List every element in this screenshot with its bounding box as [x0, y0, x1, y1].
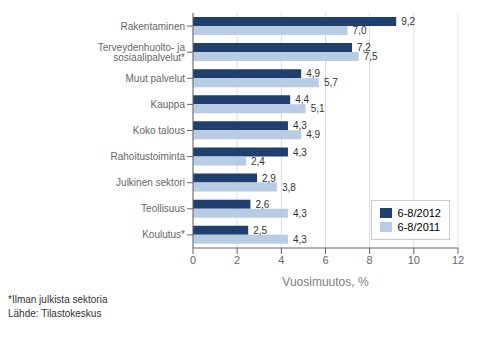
svg-text:4,3: 4,3	[293, 234, 307, 245]
svg-text:4: 4	[278, 254, 284, 266]
html-text:*Ilman julkista sektoria: *Ilman julkista sektoria	[8, 294, 108, 305]
svg-text:5,7: 5,7	[324, 77, 338, 88]
svg-text:0: 0	[190, 254, 196, 266]
svg-text:2,9: 2,9	[262, 173, 276, 184]
svg-text:2: 2	[234, 254, 240, 266]
svg-text:4,9: 4,9	[306, 68, 320, 79]
svg-text:2,6: 2,6	[255, 199, 269, 210]
svg-text:8: 8	[367, 254, 373, 266]
html-text:6-8/2012: 6-8/2012	[397, 207, 441, 219]
svg-text:2,5: 2,5	[253, 225, 267, 236]
html-text:6-8/2011: 6-8/2011	[397, 221, 441, 233]
svg-text:7,5: 7,5	[364, 51, 378, 62]
svg-text:4,3: 4,3	[293, 120, 307, 131]
svg-text:7,0: 7,0	[353, 25, 367, 36]
svg-text:4,3: 4,3	[293, 147, 307, 158]
svg-text:7,2: 7,2	[357, 42, 371, 54]
svg-text:4,3: 4,3	[293, 208, 307, 219]
svg-text:Kauppa: Kauppa	[151, 99, 186, 110]
svg-text:Teollisuus: Teollisuus	[141, 203, 185, 214]
svg-text:10: 10	[408, 254, 420, 266]
svg-text:3,8: 3,8	[282, 182, 296, 193]
svg-text:Terveydenhuolto- jasosiaalipal: Terveydenhuolto- jasosiaalipalvelut*	[98, 42, 186, 63]
svg-text:9,2: 9,2	[401, 16, 415, 27]
svg-text:Koko talous: Koko talous	[133, 125, 185, 136]
svg-text:4,4: 4,4	[295, 94, 309, 105]
svg-text:Muut palvelut: Muut palvelut	[126, 73, 186, 84]
svg-text:Julkinen sektori: Julkinen sektori	[116, 177, 185, 188]
svg-text:2,4: 2,4	[251, 156, 265, 167]
svg-text:Koulutus*: Koulutus*	[142, 229, 185, 240]
svg-text:Rahoitustoiminta: Rahoitustoiminta	[111, 151, 186, 162]
svg-text:12: 12	[452, 254, 464, 266]
svg-text:5,1: 5,1	[311, 103, 325, 114]
svg-text:6: 6	[322, 254, 328, 266]
html-text:Lähde: Tilastokeskus: Lähde: Tilastokeskus	[8, 308, 102, 319]
svg-text:Rakentaminen: Rakentaminen	[121, 21, 185, 32]
svg-text:4,9: 4,9	[306, 129, 320, 140]
svg-text:Vuosimuutos, %: Vuosimuutos, %	[282, 275, 369, 289]
